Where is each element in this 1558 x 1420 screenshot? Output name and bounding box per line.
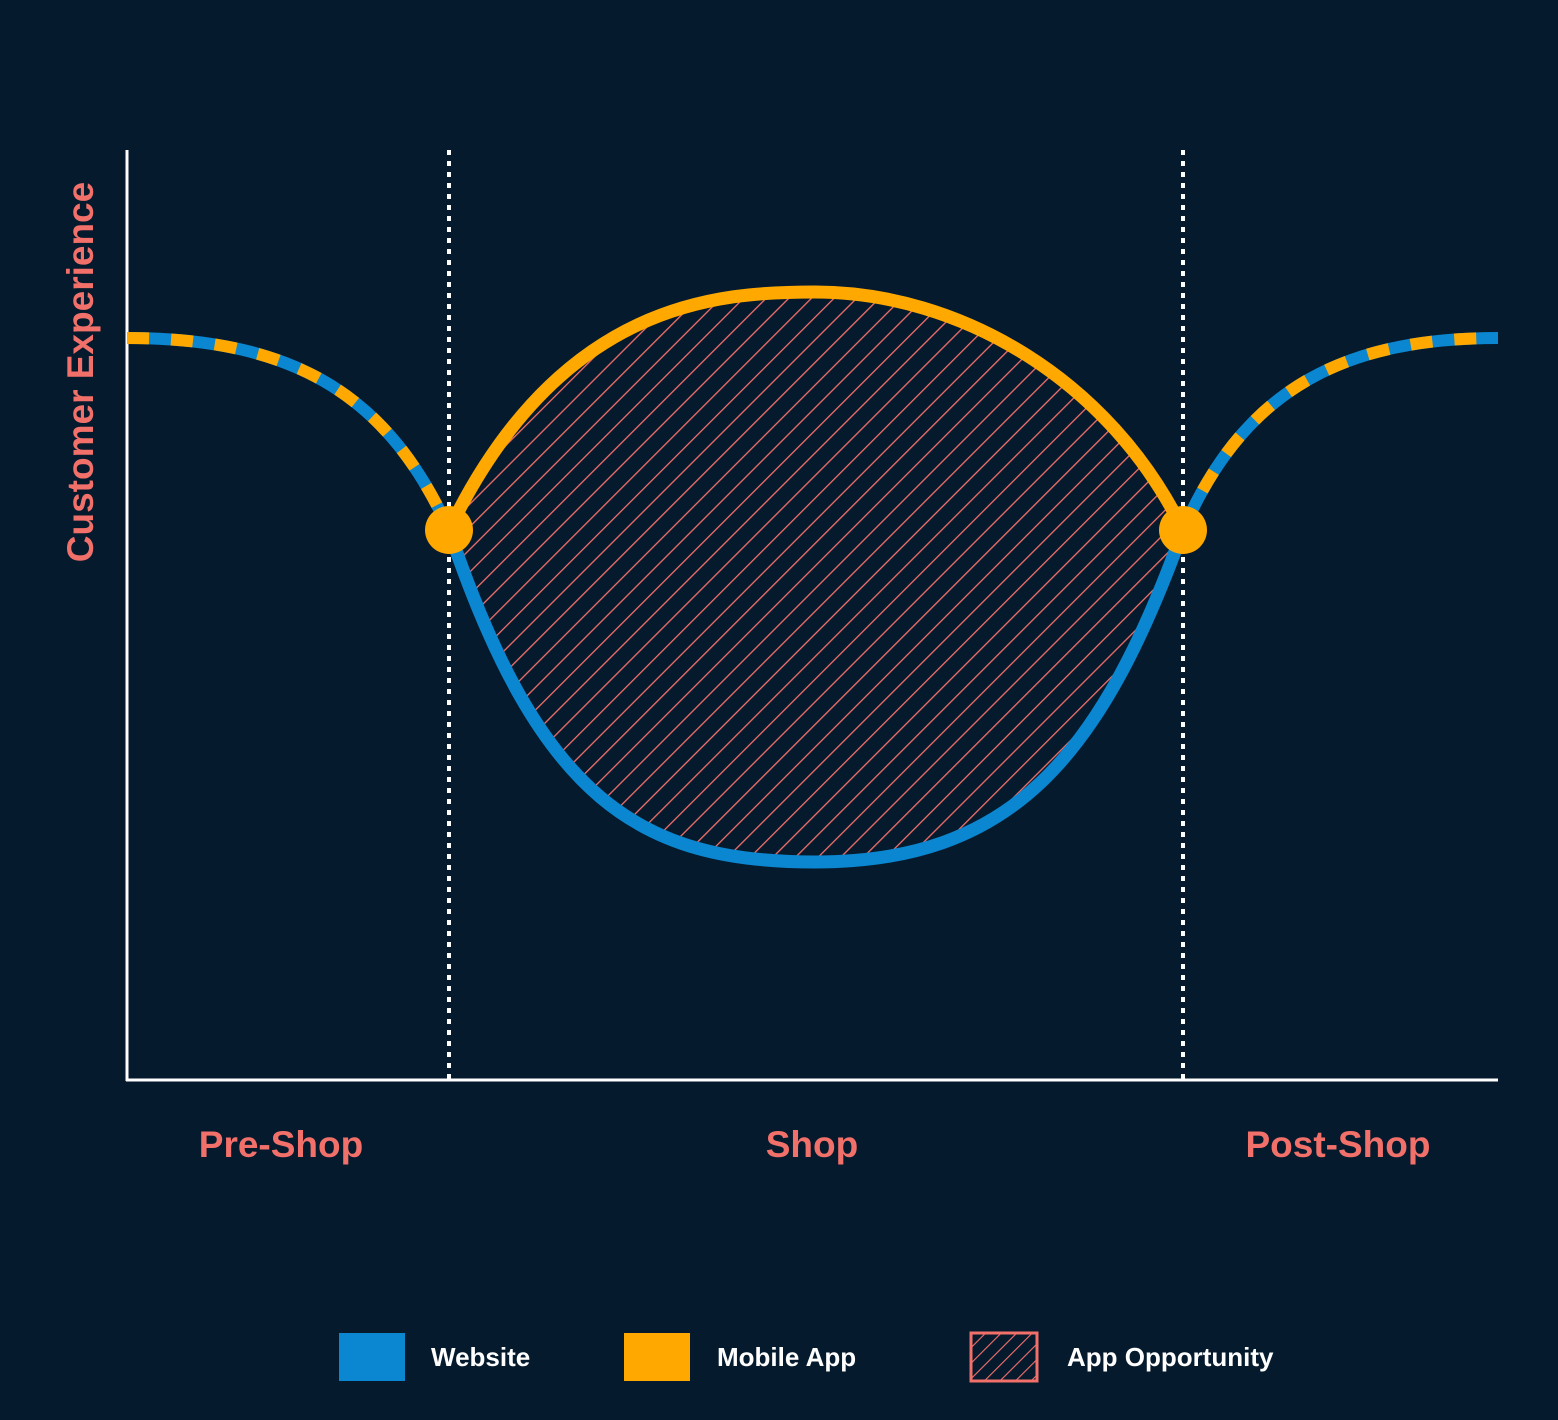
legend-label-website: Website [431, 1342, 530, 1372]
mobile-app-curve-shop [442, 285, 1190, 537]
legend: Website Mobile App App Opportunity [339, 1331, 1274, 1383]
legend-label-mobile-app: Mobile App [717, 1342, 856, 1372]
legend-label-app-opportunity: App Opportunity [1067, 1342, 1274, 1372]
combined-curve-post-shop-dash [1177, 332, 1499, 533]
legend-swatch-website [339, 1333, 405, 1381]
junction-dot-left [425, 506, 473, 554]
combined-curve-pre-shop-base [126, 332, 455, 533]
website-curve-shop [442, 523, 1190, 869]
app-opportunity-area [449, 292, 1183, 862]
phase-label-shop: Shop [766, 1124, 858, 1165]
phase-label-post-shop: Post-Shop [1246, 1124, 1431, 1165]
legend-swatch-mobile-app [624, 1333, 690, 1381]
legend-swatch-app-opportunity [969, 1331, 1039, 1383]
combined-curve-pre-shop-dash [126, 332, 455, 533]
y-axis-label: Customer Experience [60, 182, 101, 562]
phase-label-pre-shop: Pre-Shop [199, 1124, 363, 1165]
junction-dot-right [1159, 506, 1207, 554]
